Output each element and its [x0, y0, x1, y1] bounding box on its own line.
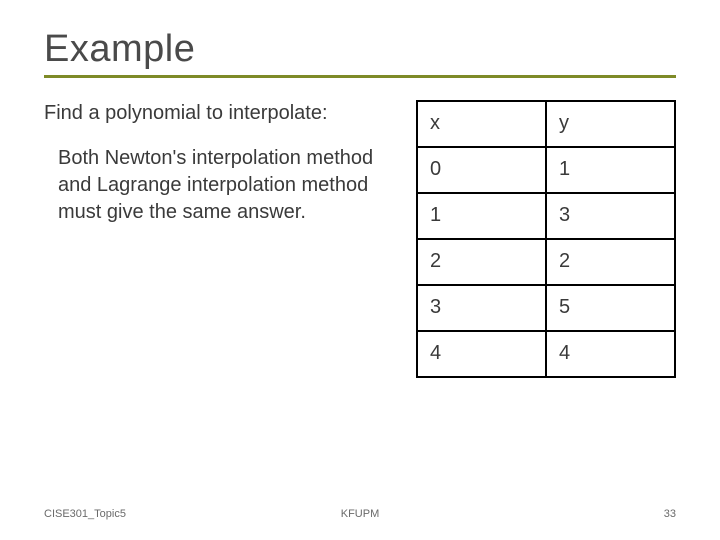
table-row: x y: [417, 101, 675, 147]
title-underline: [44, 75, 676, 78]
table-cell: 4: [546, 331, 675, 377]
table-cell: 1: [417, 193, 546, 239]
slide: Example Find a polynomial to interpolate…: [0, 0, 720, 540]
table-cell: 2: [417, 239, 546, 285]
table-cell: 2: [546, 239, 675, 285]
table-cell: 3: [417, 285, 546, 331]
table-header-y: y: [546, 101, 675, 147]
table-column: x y 0 1 1 3 2 2 3 5: [416, 100, 676, 378]
slide-footer: CISE301_Topic5 KFUPM 33: [0, 508, 720, 520]
text-column: Find a polynomial to interpolate: Both N…: [44, 100, 408, 226]
table-cell: 1: [546, 147, 675, 193]
xy-table: x y 0 1 1 3 2 2 3 5: [416, 100, 676, 378]
table-row: 1 3: [417, 193, 675, 239]
table-cell: 4: [417, 331, 546, 377]
intro-text: Find a polynomial to interpolate:: [44, 100, 408, 127]
slide-title: Example: [44, 28, 676, 71]
table-cell: 3: [546, 193, 675, 239]
footer-left: CISE301_Topic5: [44, 508, 126, 520]
table-row: 2 2: [417, 239, 675, 285]
table-row: 3 5: [417, 285, 675, 331]
explanation-text: Both Newton's interpolation method and L…: [44, 145, 408, 226]
slide-body: Find a polynomial to interpolate: Both N…: [44, 100, 676, 378]
table-row: 0 1: [417, 147, 675, 193]
table-cell: 5: [546, 285, 675, 331]
footer-page-number: 33: [664, 508, 676, 520]
table-row: 4 4: [417, 331, 675, 377]
table-cell: 0: [417, 147, 546, 193]
table-header-x: x: [417, 101, 546, 147]
